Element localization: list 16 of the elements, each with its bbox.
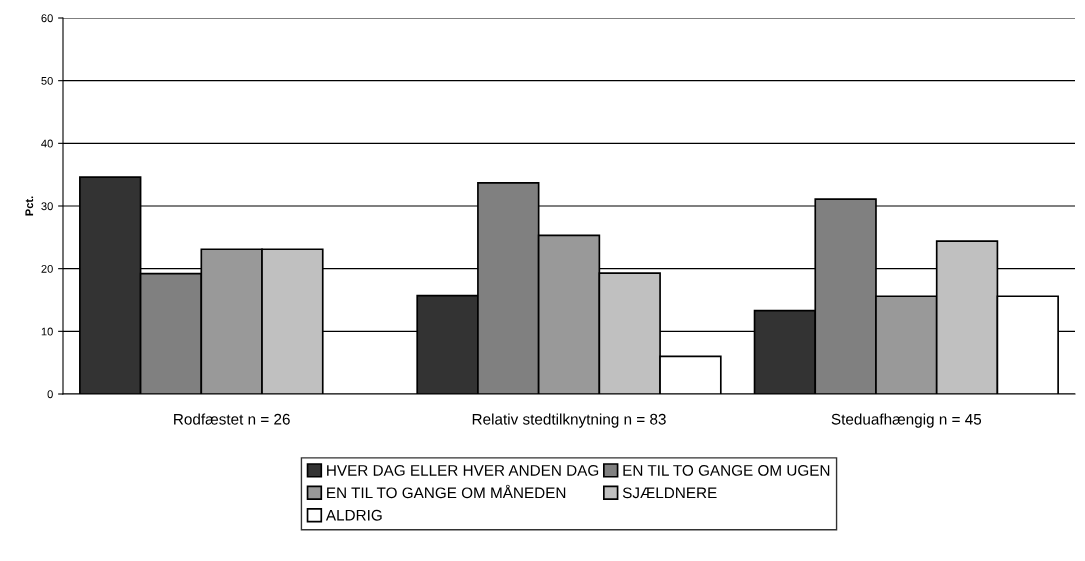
y-tick-label: 0 xyxy=(47,390,53,399)
y-tick-label: 40 xyxy=(41,139,53,148)
legend-label: EN TIL TO GANGE OM MÅNEDEN xyxy=(327,484,566,499)
y-tick-label: 30 xyxy=(41,202,53,211)
x-tick-label: Rodfæstet n = 26 xyxy=(174,413,290,425)
legend-label: HVER DAG ELLER HVER ANDEN DAG xyxy=(327,464,599,476)
y-axis-title: Pct. xyxy=(25,196,34,216)
x-tick-label: Relativ stedtilknytning n = 83 xyxy=(472,413,666,428)
legend-label: SJÆLDNERE xyxy=(622,487,717,499)
x-tick-label: Steduafhængig n = 45 xyxy=(831,413,982,428)
y-tick-label: 20 xyxy=(41,264,53,273)
y-tick-label: 60 xyxy=(41,14,53,23)
y-tick-label: 50 xyxy=(41,76,53,85)
legend-label: ALDRIG xyxy=(325,509,382,521)
legend-label: EN TIL TO GANGE OM UGEN xyxy=(623,464,830,476)
y-tick-label: 10 xyxy=(41,327,53,336)
